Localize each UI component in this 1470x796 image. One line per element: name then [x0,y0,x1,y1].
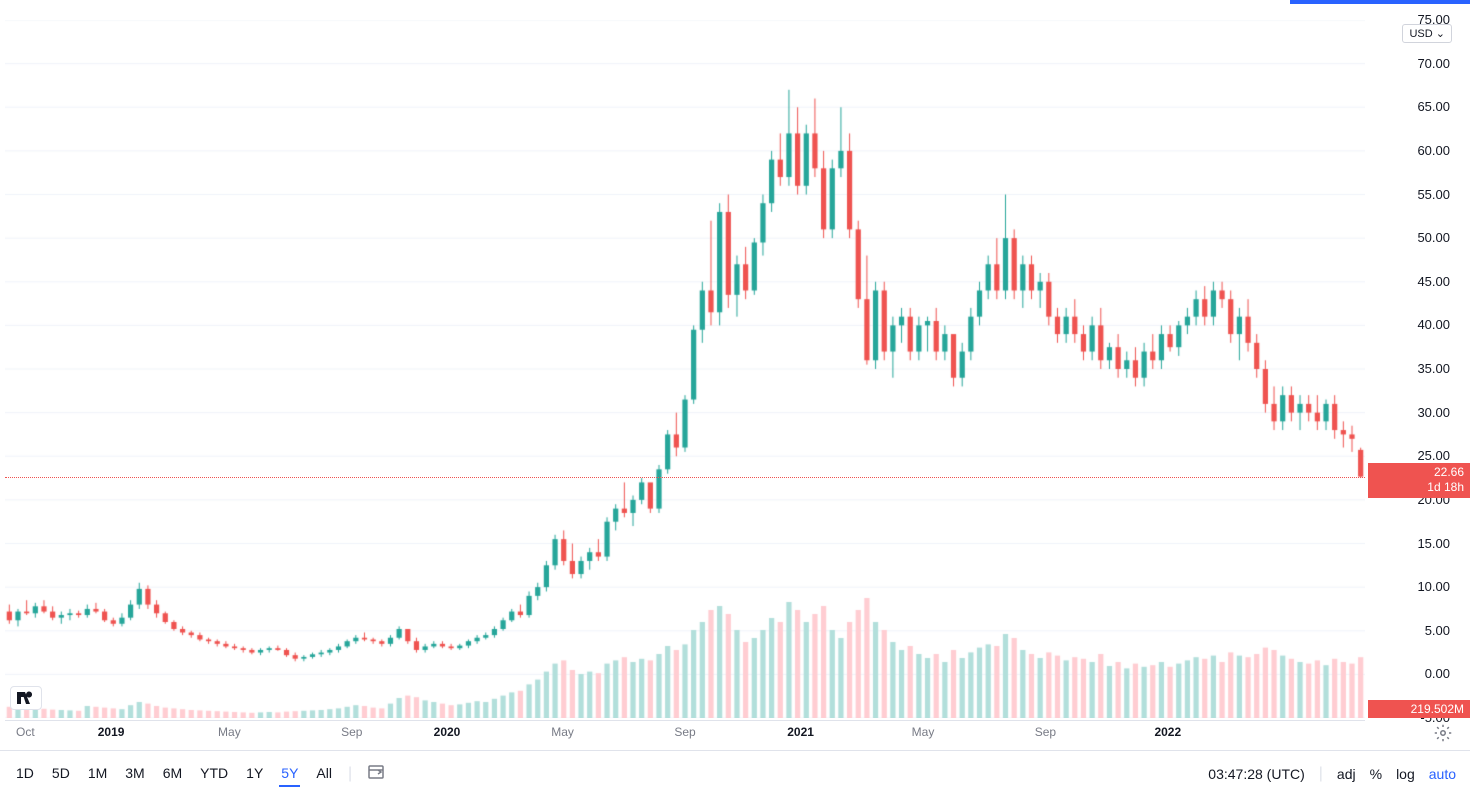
x-tick: Oct [16,725,35,739]
log-toggle[interactable]: log [1396,766,1415,782]
y-tick: 50.00 [1417,230,1450,245]
x-tick: 2022 [1154,725,1181,739]
timeframe-All[interactable]: All [314,761,334,787]
timeframe-tabs: 1D 5D 1M 3M 6M YTD 1Y 5Y All [14,761,334,787]
y-tick: 30.00 [1417,405,1450,420]
last-price-badge: 22.661d 18h [1368,463,1470,498]
tradingview-logo[interactable] [10,686,42,710]
x-tick: Sep [341,725,362,739]
auto-toggle[interactable]: auto [1429,766,1456,782]
y-tick: 35.00 [1417,361,1450,376]
timeframe-6M[interactable]: 6M [161,761,184,787]
y-tick: 25.00 [1417,448,1450,463]
gear-icon[interactable] [1434,724,1452,742]
footer-bar: 1D5D1M3M6MYTD1Y5YAll | 03:47:28 (UTC) | … [0,750,1470,796]
x-tick: Sep [1035,725,1056,739]
y-tick: 55.00 [1417,187,1450,202]
timeframe-YTD[interactable]: YTD [198,761,230,787]
pct-toggle[interactable]: % [1370,766,1382,782]
x-tick: 2021 [787,725,814,739]
timeframe-1D[interactable]: 1D [14,761,36,787]
goto-date-icon[interactable] [366,764,386,783]
top-blue-bar [1290,0,1470,4]
x-tick: Sep [674,725,695,739]
x-tick: 2020 [434,725,461,739]
chart-canvas-area[interactable] [5,20,1365,718]
price-chart[interactable] [5,20,1365,718]
y-tick: 70.00 [1417,56,1450,71]
x-tick: May [218,725,241,739]
timeframe-5Y[interactable]: 5Y [279,761,300,787]
x-tick: May [551,725,574,739]
adj-toggle[interactable]: adj [1337,766,1356,782]
x-tick: May [912,725,935,739]
y-tick: 15.00 [1417,536,1450,551]
timeframe-1Y[interactable]: 1Y [244,761,265,787]
y-tick: 10.00 [1417,579,1450,594]
x-tick: 2019 [98,725,125,739]
y-tick: 60.00 [1417,143,1450,158]
timeframe-3M[interactable]: 3M [123,761,146,787]
timeframe-1M[interactable]: 1M [86,761,109,787]
y-tick: 0.00 [1425,666,1450,681]
x-axis[interactable]: Oct 2019 May Sep 2020 May Sep 2021 May Sep 2022 [5,720,1365,744]
clock[interactable]: 03:47:28 (UTC) [1208,766,1304,782]
y-tick: 65.00 [1417,99,1450,114]
timeframe-5D[interactable]: 5D [50,761,72,787]
y-tick: 75.00 [1417,12,1450,27]
y-tick: 5.00 [1425,623,1450,638]
y-axis[interactable]: USD ⌄ -5.000.005.0010.0015.0020.0025.003… [1365,20,1470,718]
y-tick: 40.00 [1417,317,1450,332]
y-tick: 45.00 [1417,274,1450,289]
volume-badge: 219.502M [1368,700,1470,718]
last-price-line [5,477,1365,478]
